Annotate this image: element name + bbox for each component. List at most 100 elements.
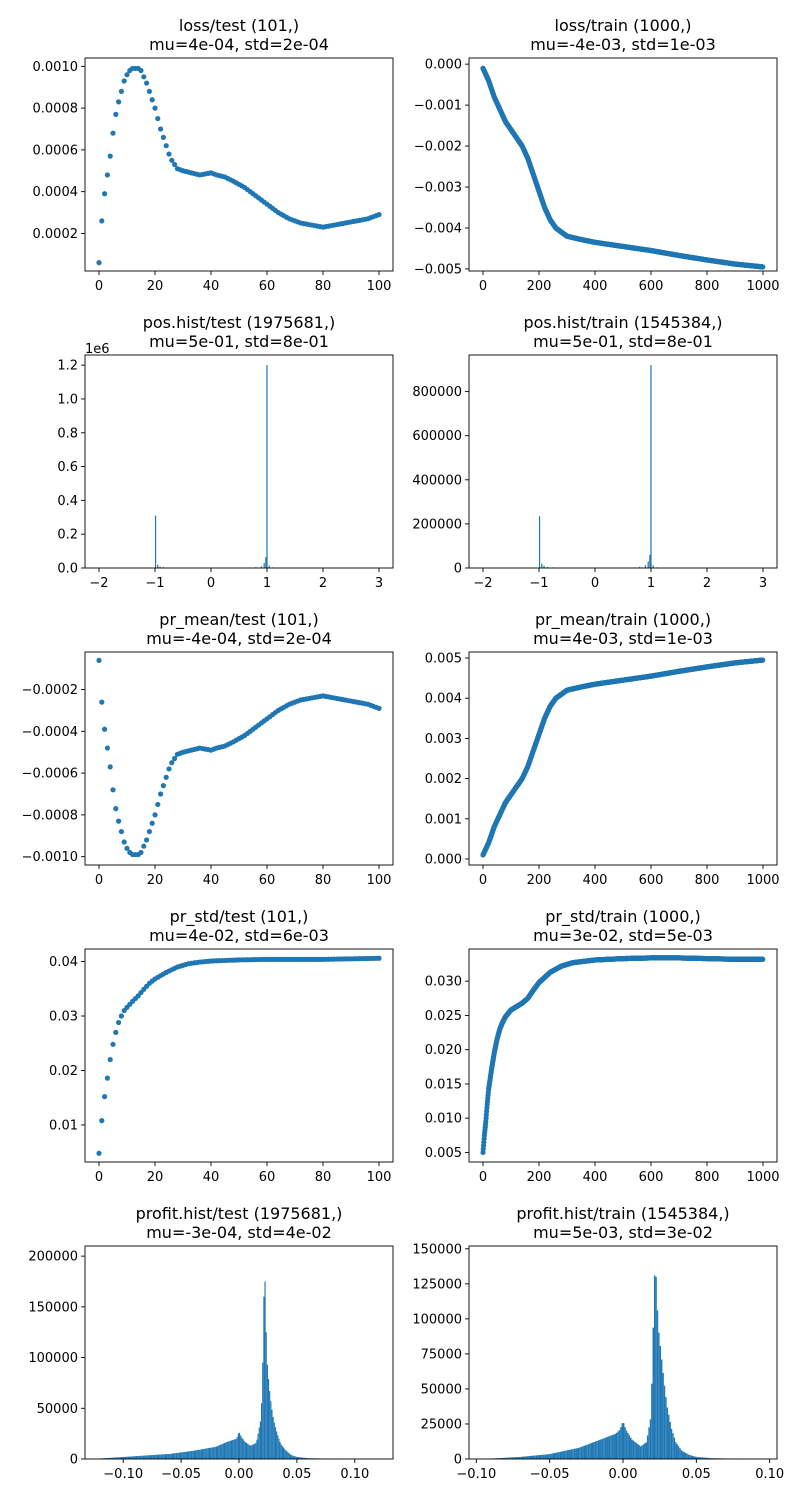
chart-subtitle: mu=5e-01, std=8e-01 <box>149 332 329 351</box>
x-tick-label: 80 <box>315 1170 332 1185</box>
data-point <box>124 72 130 78</box>
data-point <box>160 134 166 140</box>
histogram-bar <box>273 1422 275 1459</box>
histogram-bar <box>179 1452 182 1459</box>
data-point <box>138 67 144 74</box>
histogram-bar <box>110 1457 112 1459</box>
histogram-bar <box>615 1432 618 1459</box>
histogram-bar <box>139 1455 141 1459</box>
y-tick-label: −0.005 <box>414 262 462 277</box>
y-tick-label: 0.000 <box>425 852 462 867</box>
histogram-bar <box>554 1453 556 1459</box>
y-tick-label: 0 <box>70 1453 78 1468</box>
chart-title: pr_std/train (1000,) <box>545 907 701 927</box>
histogram-bar <box>157 564 159 568</box>
histogram-bar <box>200 1449 202 1459</box>
chart-subtitle: mu=5e-03, std=3e-02 <box>533 1223 713 1242</box>
histogram-bar <box>607 1436 609 1459</box>
chart-subtitle: mu=-4e-04, std=2e-04 <box>146 629 332 648</box>
plot-area <box>480 955 766 1156</box>
chart-subtitle: mu=-4e-03, std=1e-03 <box>530 35 716 54</box>
chart-subtitle: mu=3e-02, std=5e-03 <box>533 926 713 945</box>
histogram-bar <box>652 565 654 568</box>
data-point <box>760 956 766 962</box>
plot-area <box>154 365 374 568</box>
histogram-bar <box>270 1401 272 1459</box>
y-tick-label: 0.001 <box>425 812 462 827</box>
histogram-bar <box>584 1445 587 1459</box>
histogram-bar <box>707 1457 709 1459</box>
histogram-bar <box>116 1457 118 1459</box>
x-tick-label: 0.00 <box>225 1467 254 1482</box>
histogram-bar <box>247 1443 249 1459</box>
histogram-bar <box>593 1442 595 1459</box>
axes-frame <box>468 651 778 866</box>
histogram-bar <box>119 1457 121 1459</box>
histogram-bar <box>644 565 646 568</box>
histogram-bar <box>528 1456 531 1459</box>
histogram-bar <box>635 1443 638 1459</box>
histogram-bar <box>243 1440 245 1459</box>
data-point <box>760 264 766 270</box>
histogram-bar <box>541 563 543 568</box>
histogram-bar <box>159 1454 161 1459</box>
data-point <box>96 657 102 663</box>
histogram-bar <box>219 1445 221 1459</box>
data-point <box>158 791 164 797</box>
histogram-bar <box>572 1449 574 1459</box>
y-tick-label: 200000 <box>28 1250 78 1265</box>
histogram-bar <box>140 1455 142 1459</box>
histogram-bar <box>251 1444 253 1459</box>
histogram-bar <box>210 1447 212 1459</box>
histogram-bar <box>250 1445 252 1459</box>
histogram-bar <box>684 1452 687 1459</box>
histogram-bar <box>255 1443 257 1459</box>
histogram-bar <box>265 557 267 568</box>
histogram-bar <box>586 1444 588 1459</box>
histogram-bar <box>153 1454 155 1459</box>
histogram-bar <box>171 1453 173 1459</box>
histogram-bar <box>676 1444 678 1459</box>
histogram-bar <box>513 1457 515 1459</box>
x-tick-label: 1000 <box>746 279 779 294</box>
histogram-bar <box>531 1455 533 1459</box>
data-point <box>118 828 124 835</box>
chart-loss-train: loss/train (1000,)mu=-4e-03, std=1e-03 0 2… <box>414 16 780 294</box>
histogram-bar <box>254 1443 256 1459</box>
histogram-bar <box>621 1423 623 1459</box>
histogram-bar <box>188 1451 190 1459</box>
y-tick-label: 50000 <box>37 1402 78 1417</box>
x-tick-label: 100 <box>367 279 392 294</box>
data-point <box>146 88 152 95</box>
histogram-bar <box>228 1441 230 1459</box>
histogram-bar <box>177 1452 179 1459</box>
y-tick-label: 800000 <box>412 385 462 400</box>
x-tick-label: 1000 <box>746 873 779 888</box>
axes-frame <box>84 1245 394 1460</box>
histogram-bar <box>163 1454 165 1459</box>
histogram-bar <box>186 1451 189 1459</box>
histogram-bar <box>704 1457 707 1459</box>
histogram-bar <box>144 1455 146 1459</box>
histogram-bar <box>611 1435 614 1459</box>
chart-profit-hist-test: profit.hist/test (1975681,)mu=-3e-04, st… <box>28 1204 394 1482</box>
data-point <box>152 812 158 818</box>
histogram-bar <box>292 1455 294 1459</box>
histogram-bar <box>697 1457 700 1459</box>
histogram-bar <box>549 1453 552 1459</box>
data-point <box>144 80 150 86</box>
histogram-bar <box>523 1456 525 1459</box>
y-tick-label: 150000 <box>412 1242 462 1257</box>
histogram-bar <box>511 1457 514 1459</box>
histogram-bar <box>666 1407 669 1459</box>
data-point <box>163 143 169 149</box>
histogram-bar <box>211 1447 213 1459</box>
histogram-bar <box>669 1421 671 1459</box>
chart-pos-hist-test: pos.hist/test (1975681,)mu=5e-01, std=8e… <box>57 313 394 591</box>
histogram-bar <box>568 1449 570 1459</box>
histogram-bar <box>545 1454 547 1459</box>
histogram-bar <box>506 1457 508 1459</box>
histogram-bar <box>268 565 270 568</box>
histogram-bar <box>499 1458 501 1459</box>
y-tick-label: 0.0008 <box>33 102 79 117</box>
